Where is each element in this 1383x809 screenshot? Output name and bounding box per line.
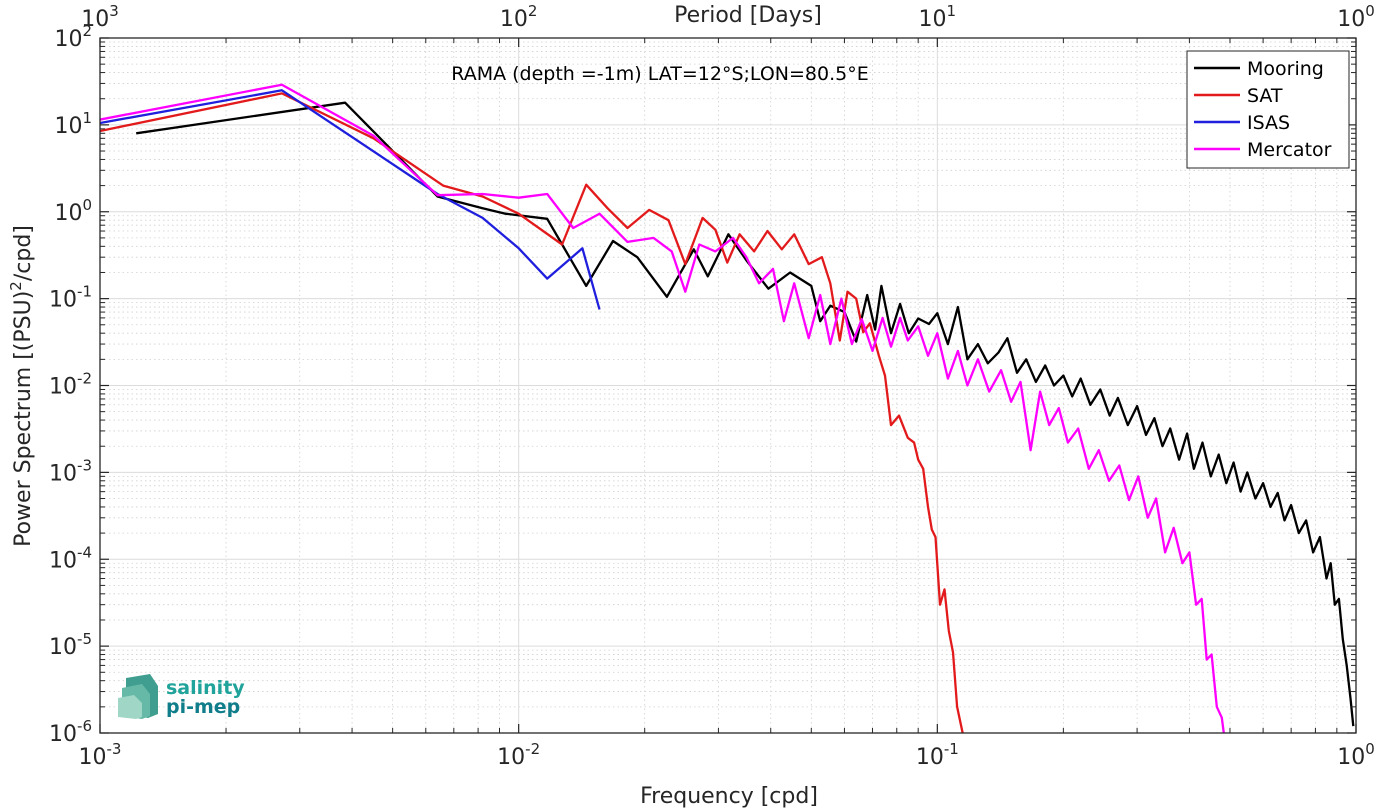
logo-text-salinity: salinity (166, 677, 245, 699)
x-tick-label: 100 (1337, 740, 1375, 770)
x-tick-label: 10-1 (916, 740, 959, 770)
y-tick-label: 100 (54, 196, 92, 226)
x2-tick-label: 101 (919, 2, 957, 32)
y-tick-label: 10-2 (49, 370, 92, 400)
x-axis-label: Frequency [cpd] (640, 784, 818, 809)
y-axis-label: Power Spectrum [(PSU)2/cpd] (7, 225, 36, 547)
x-tick-label: 10-3 (79, 740, 122, 770)
ticks-layer (99, 37, 1357, 734)
legend-label-sat: SAT (1247, 85, 1283, 107)
series-line-sat (100, 92, 964, 733)
series-line-mooring (136, 101, 1355, 727)
salinity-pi-mep-logo: salinity pi-mep (118, 674, 245, 719)
y-tick-label: 10-3 (49, 456, 92, 486)
logo-text-pi-mep: pi-mep (166, 696, 240, 718)
legend-label-mercator: Mercator (1247, 139, 1332, 161)
x2-tick-label: 103 (81, 2, 119, 32)
y-tick-label: 10-6 (49, 717, 92, 747)
legend-label-mooring: Mooring (1247, 58, 1324, 80)
series-layer (100, 83, 1355, 733)
x2-tick-label: 100 (1337, 2, 1375, 32)
chart-annotation: RAMA (depth =-1m) LAT=12°S;LON=80.5°E (451, 63, 868, 85)
legend-label-isas: ISAS (1247, 112, 1290, 134)
y-tick-label: 10-5 (49, 630, 92, 660)
series-line-mercator (100, 83, 1225, 733)
x2-tick-label: 102 (500, 2, 538, 32)
x-tick-label: 10-2 (497, 740, 540, 770)
y-tick-label: 10-4 (49, 543, 92, 573)
y-tick-label: 102 (54, 22, 92, 52)
top-axis-label: Period [Days] (674, 3, 822, 28)
logo-mark-icon (118, 674, 158, 719)
series-line-isas (100, 89, 601, 310)
y-tick-label: 101 (54, 109, 92, 139)
y-tick-label: 10-1 (49, 283, 92, 313)
legend: Mooring SAT ISAS Mercator (1186, 50, 1350, 169)
